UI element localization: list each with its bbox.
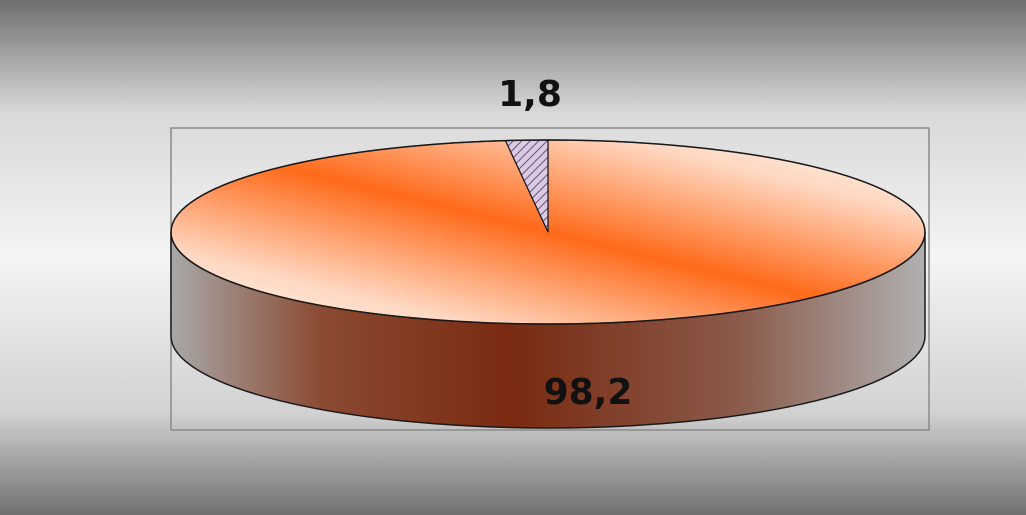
data-label-small-slice: 1,8	[498, 74, 562, 115]
pie-top-outline	[170, 139, 926, 325]
pie-group	[170, 139, 926, 429]
data-label-large-slice: 98,2	[544, 372, 633, 413]
